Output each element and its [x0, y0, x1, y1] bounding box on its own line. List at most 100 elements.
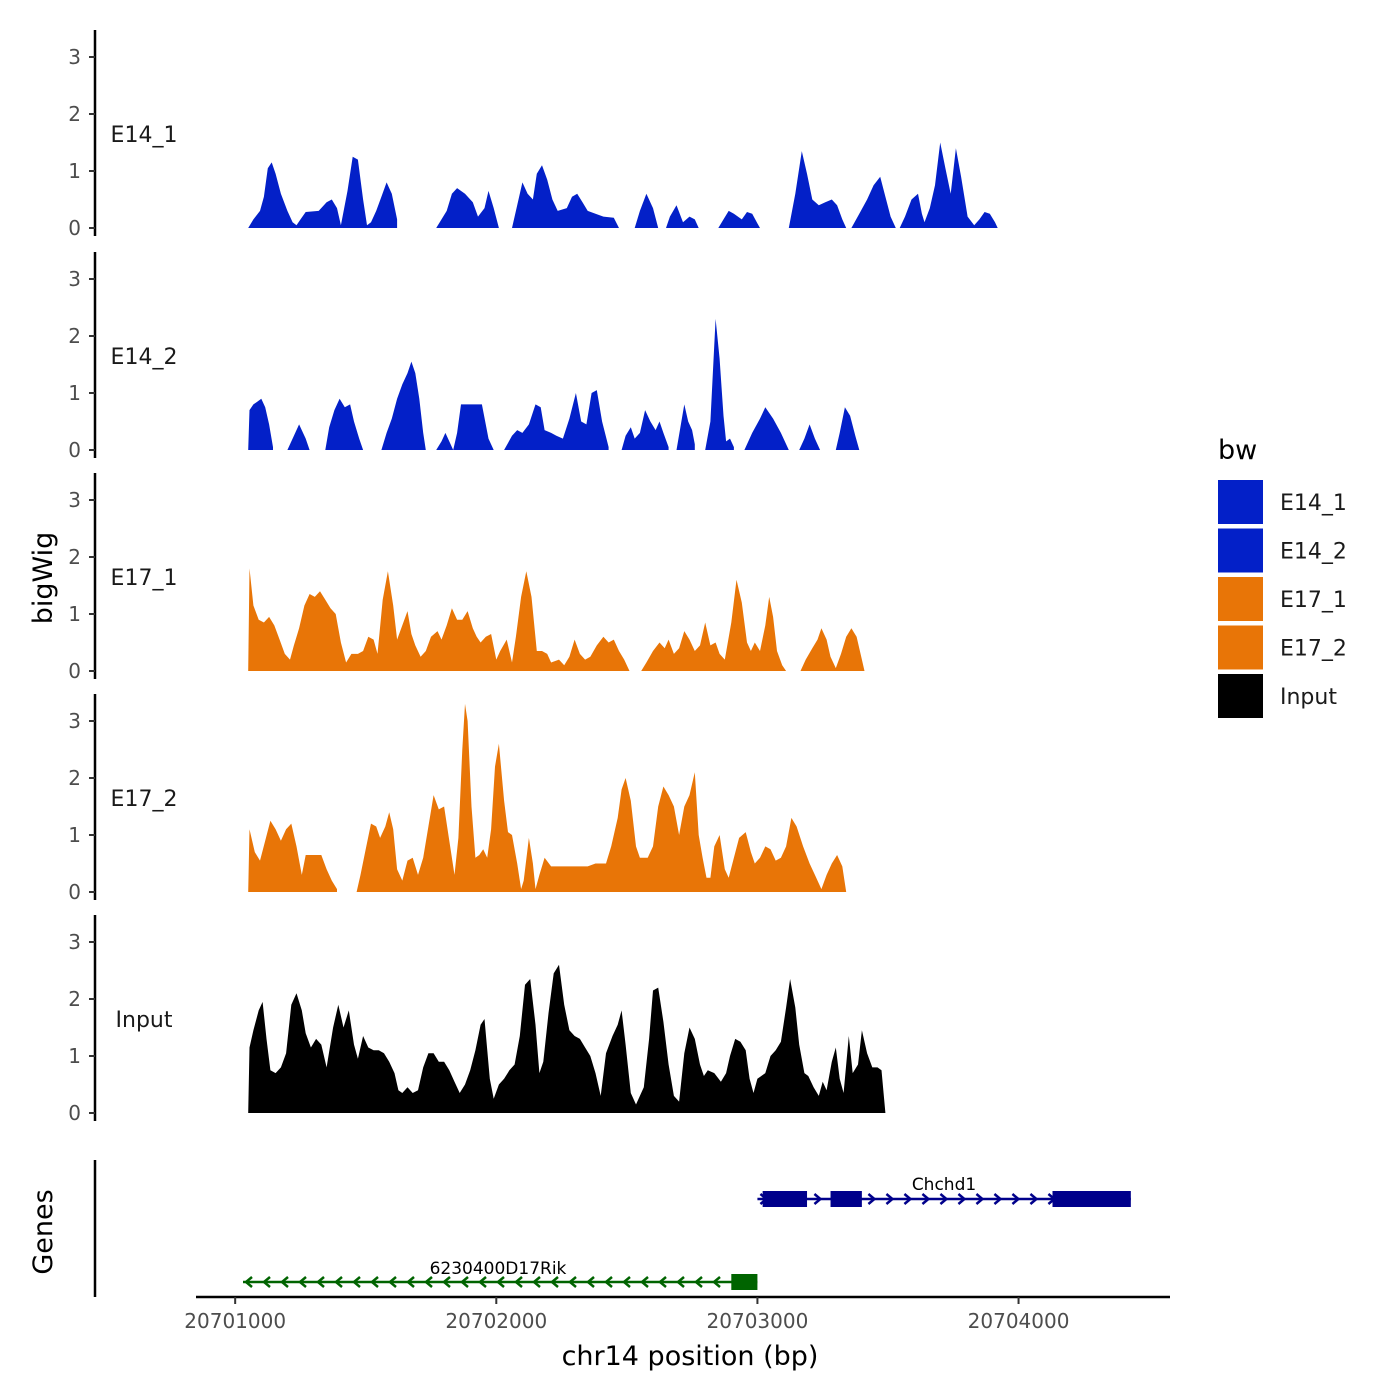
strand-arrow [532, 1276, 541, 1288]
strand-arrow [244, 1276, 253, 1288]
y-tick-label: 2 [68, 766, 81, 790]
strand-arrow [298, 1276, 307, 1288]
coverage-area [641, 579, 787, 671]
coverage-area [666, 205, 699, 228]
legend-label: E14_2 [1280, 540, 1347, 565]
y-tick-label: 3 [68, 267, 81, 291]
strand-arrow [370, 1276, 379, 1288]
y-tick-label: 3 [68, 45, 81, 69]
y-tick-label: 0 [68, 1101, 81, 1125]
coverage-area [788, 151, 847, 228]
gene-label: Chchd1 [912, 1175, 976, 1195]
strand-arrow [334, 1276, 343, 1288]
strand-arrow [712, 1276, 721, 1288]
strand-arrow [640, 1276, 649, 1288]
strand-arrow [568, 1276, 577, 1288]
coverage-area [800, 628, 865, 671]
y-tick-label: 2 [68, 324, 81, 348]
gene-track: Chchd1 6230400D17Rik [93, 1160, 1131, 1297]
strand-arrow [262, 1276, 271, 1288]
strand-arrow [424, 1276, 433, 1288]
strand-arrow [939, 1193, 949, 1205]
strand-arrow [388, 1276, 397, 1288]
y-tick-label: 0 [68, 438, 81, 462]
y-tick-label: 1 [68, 823, 81, 847]
coverage-tracks: 0 1 2 3 E14_1 0 1 2 3 E14_2 0 1 2 3 E17_1 0 1 2 3 E17_2 0 1 2 3… [68, 30, 998, 1125]
track-e17-1: 0 1 2 3 E17_1 [68, 473, 865, 683]
legend-item-e14-1: E14_1 [1218, 480, 1347, 524]
track-label: E17_2 [111, 787, 178, 812]
legend-swatch [1218, 674, 1263, 718]
legend-item-e17-2: E17_2 [1218, 625, 1347, 670]
y-tick-label: 3 [68, 709, 81, 733]
coverage-area [835, 407, 860, 450]
coverage-area [436, 404, 494, 450]
track-e17-2: 0 1 2 3 E17_2 [68, 694, 847, 904]
coverage-area [718, 210, 760, 228]
coverage-area [248, 398, 273, 450]
coverage-area [504, 390, 609, 450]
track-e14-1: 0 1 2 3 E14_1 [68, 30, 998, 240]
legend-label: E17_2 [1280, 637, 1347, 662]
y-tick-label: 2 [68, 987, 81, 1011]
strand-arrow [867, 1193, 877, 1205]
coverage-area [325, 398, 364, 450]
legend-swatch [1218, 528, 1263, 573]
exon [1052, 1191, 1131, 1207]
coverage-area [248, 156, 398, 228]
track-label: E17_1 [111, 566, 178, 591]
x-axis-title: chr14 position (bp) [562, 1341, 819, 1372]
strand-arrow [622, 1276, 631, 1288]
x-axis: 20701000 20702000 20703000 20704000 [184, 1295, 1170, 1333]
strand-arrow [280, 1276, 289, 1288]
legend-swatch [1218, 577, 1263, 621]
track-label: E14_2 [111, 345, 178, 370]
strand-arrow [496, 1276, 505, 1288]
strand-arrow [586, 1276, 595, 1288]
coverage-area [705, 318, 734, 450]
coverage-area [676, 404, 695, 450]
y-tick-label: 1 [68, 159, 81, 183]
strand-arrow [478, 1276, 487, 1288]
coverage-area [248, 820, 337, 892]
exon [762, 1191, 808, 1207]
exon [731, 1274, 758, 1290]
exon [830, 1191, 862, 1207]
track-label: E14_1 [111, 123, 178, 148]
strand-arrow [406, 1276, 415, 1288]
coverage-area [744, 407, 789, 450]
x-tick-label: 20704000 [968, 1309, 1070, 1333]
legend-item-e14-2: E14_2 [1218, 528, 1347, 573]
legend-item-e17-1: E17_1 [1218, 577, 1347, 621]
gene-label: 6230400D17Rik [430, 1259, 567, 1279]
coverage-area [512, 165, 619, 228]
y-tick-label: 3 [68, 488, 81, 512]
x-tick-label: 20701000 [184, 1309, 286, 1333]
strand-arrow [352, 1276, 361, 1288]
coverage-area [851, 142, 998, 228]
strand-arrow [921, 1193, 931, 1205]
y-axis-title: bigWig [28, 532, 59, 625]
strand-arrow [975, 1193, 985, 1205]
coverage-area [287, 424, 310, 450]
strand-arrow [903, 1193, 913, 1205]
coverage-area [621, 410, 669, 450]
legend-label: E17_1 [1280, 588, 1347, 613]
strand-arrow [813, 1193, 823, 1205]
coverage-area [381, 361, 426, 450]
y-tick-label: 3 [68, 930, 81, 954]
coverage-area [436, 188, 499, 228]
genes-axis-title: Genes [28, 1189, 59, 1274]
strand-arrow [316, 1276, 325, 1288]
strand-arrow [885, 1193, 895, 1205]
legend-label: Input [1280, 685, 1337, 710]
coverage-area [799, 424, 821, 450]
legend: bw E14_1 E14_2 E17_1 E17_2 Input [1218, 435, 1347, 718]
y-tick-label: 1 [68, 602, 81, 626]
strand-arrow [460, 1276, 469, 1288]
legend-label: E14_1 [1280, 491, 1347, 516]
y-tick-label: 0 [68, 880, 81, 904]
strand-arrow [1011, 1193, 1021, 1205]
track-e14-2: 0 1 2 3 E14_2 [68, 252, 860, 462]
strand-arrow [957, 1193, 967, 1205]
